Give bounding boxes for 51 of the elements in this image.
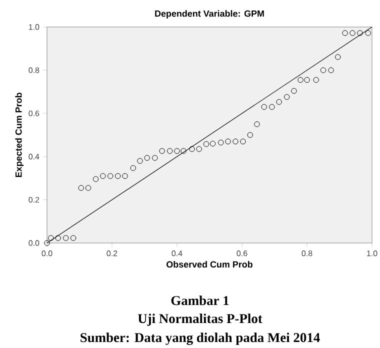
point — [137, 158, 143, 164]
point — [225, 138, 231, 144]
point — [328, 67, 334, 74]
point — [261, 104, 267, 110]
chart-title: Dependent Variable: GPM — [155, 10, 264, 18]
point — [100, 173, 106, 179]
text: Sumber: Data yang diolah pada Mei 2014 — [80, 332, 320, 345]
point — [189, 146, 195, 152]
point — [203, 141, 210, 147]
point — [122, 173, 128, 179]
point — [276, 99, 282, 105]
point — [196, 146, 202, 152]
x-axis-title: Observed Cum Prob — [166, 261, 252, 268]
point — [85, 185, 92, 191]
point — [48, 235, 54, 241]
point — [115, 173, 121, 179]
point — [78, 185, 84, 191]
point — [210, 140, 216, 146]
point — [44, 240, 50, 246]
point — [55, 235, 61, 241]
point — [108, 173, 114, 179]
point — [92, 176, 99, 182]
point — [357, 30, 363, 36]
point — [130, 165, 136, 171]
point — [342, 30, 348, 36]
text: Uji Normalitas P-Plot — [138, 314, 262, 326]
point — [304, 77, 310, 83]
y-axis-title: Expected Cum Prob — [15, 92, 24, 178]
point — [218, 140, 224, 146]
point — [291, 88, 297, 94]
point — [167, 148, 173, 154]
point — [335, 54, 341, 60]
point — [350, 30, 356, 36]
point — [254, 121, 260, 128]
text: Gambar 1 — [171, 296, 229, 306]
point — [313, 77, 319, 83]
point — [240, 138, 246, 144]
point — [284, 94, 290, 100]
point — [70, 235, 76, 241]
point — [63, 235, 69, 241]
point — [232, 138, 238, 144]
point — [365, 30, 371, 36]
point — [144, 155, 150, 161]
point — [269, 104, 275, 110]
point — [152, 155, 158, 161]
point — [174, 148, 180, 154]
point — [180, 148, 186, 154]
point — [247, 132, 253, 138]
point — [159, 148, 165, 154]
point — [298, 77, 304, 83]
point — [320, 67, 326, 74]
